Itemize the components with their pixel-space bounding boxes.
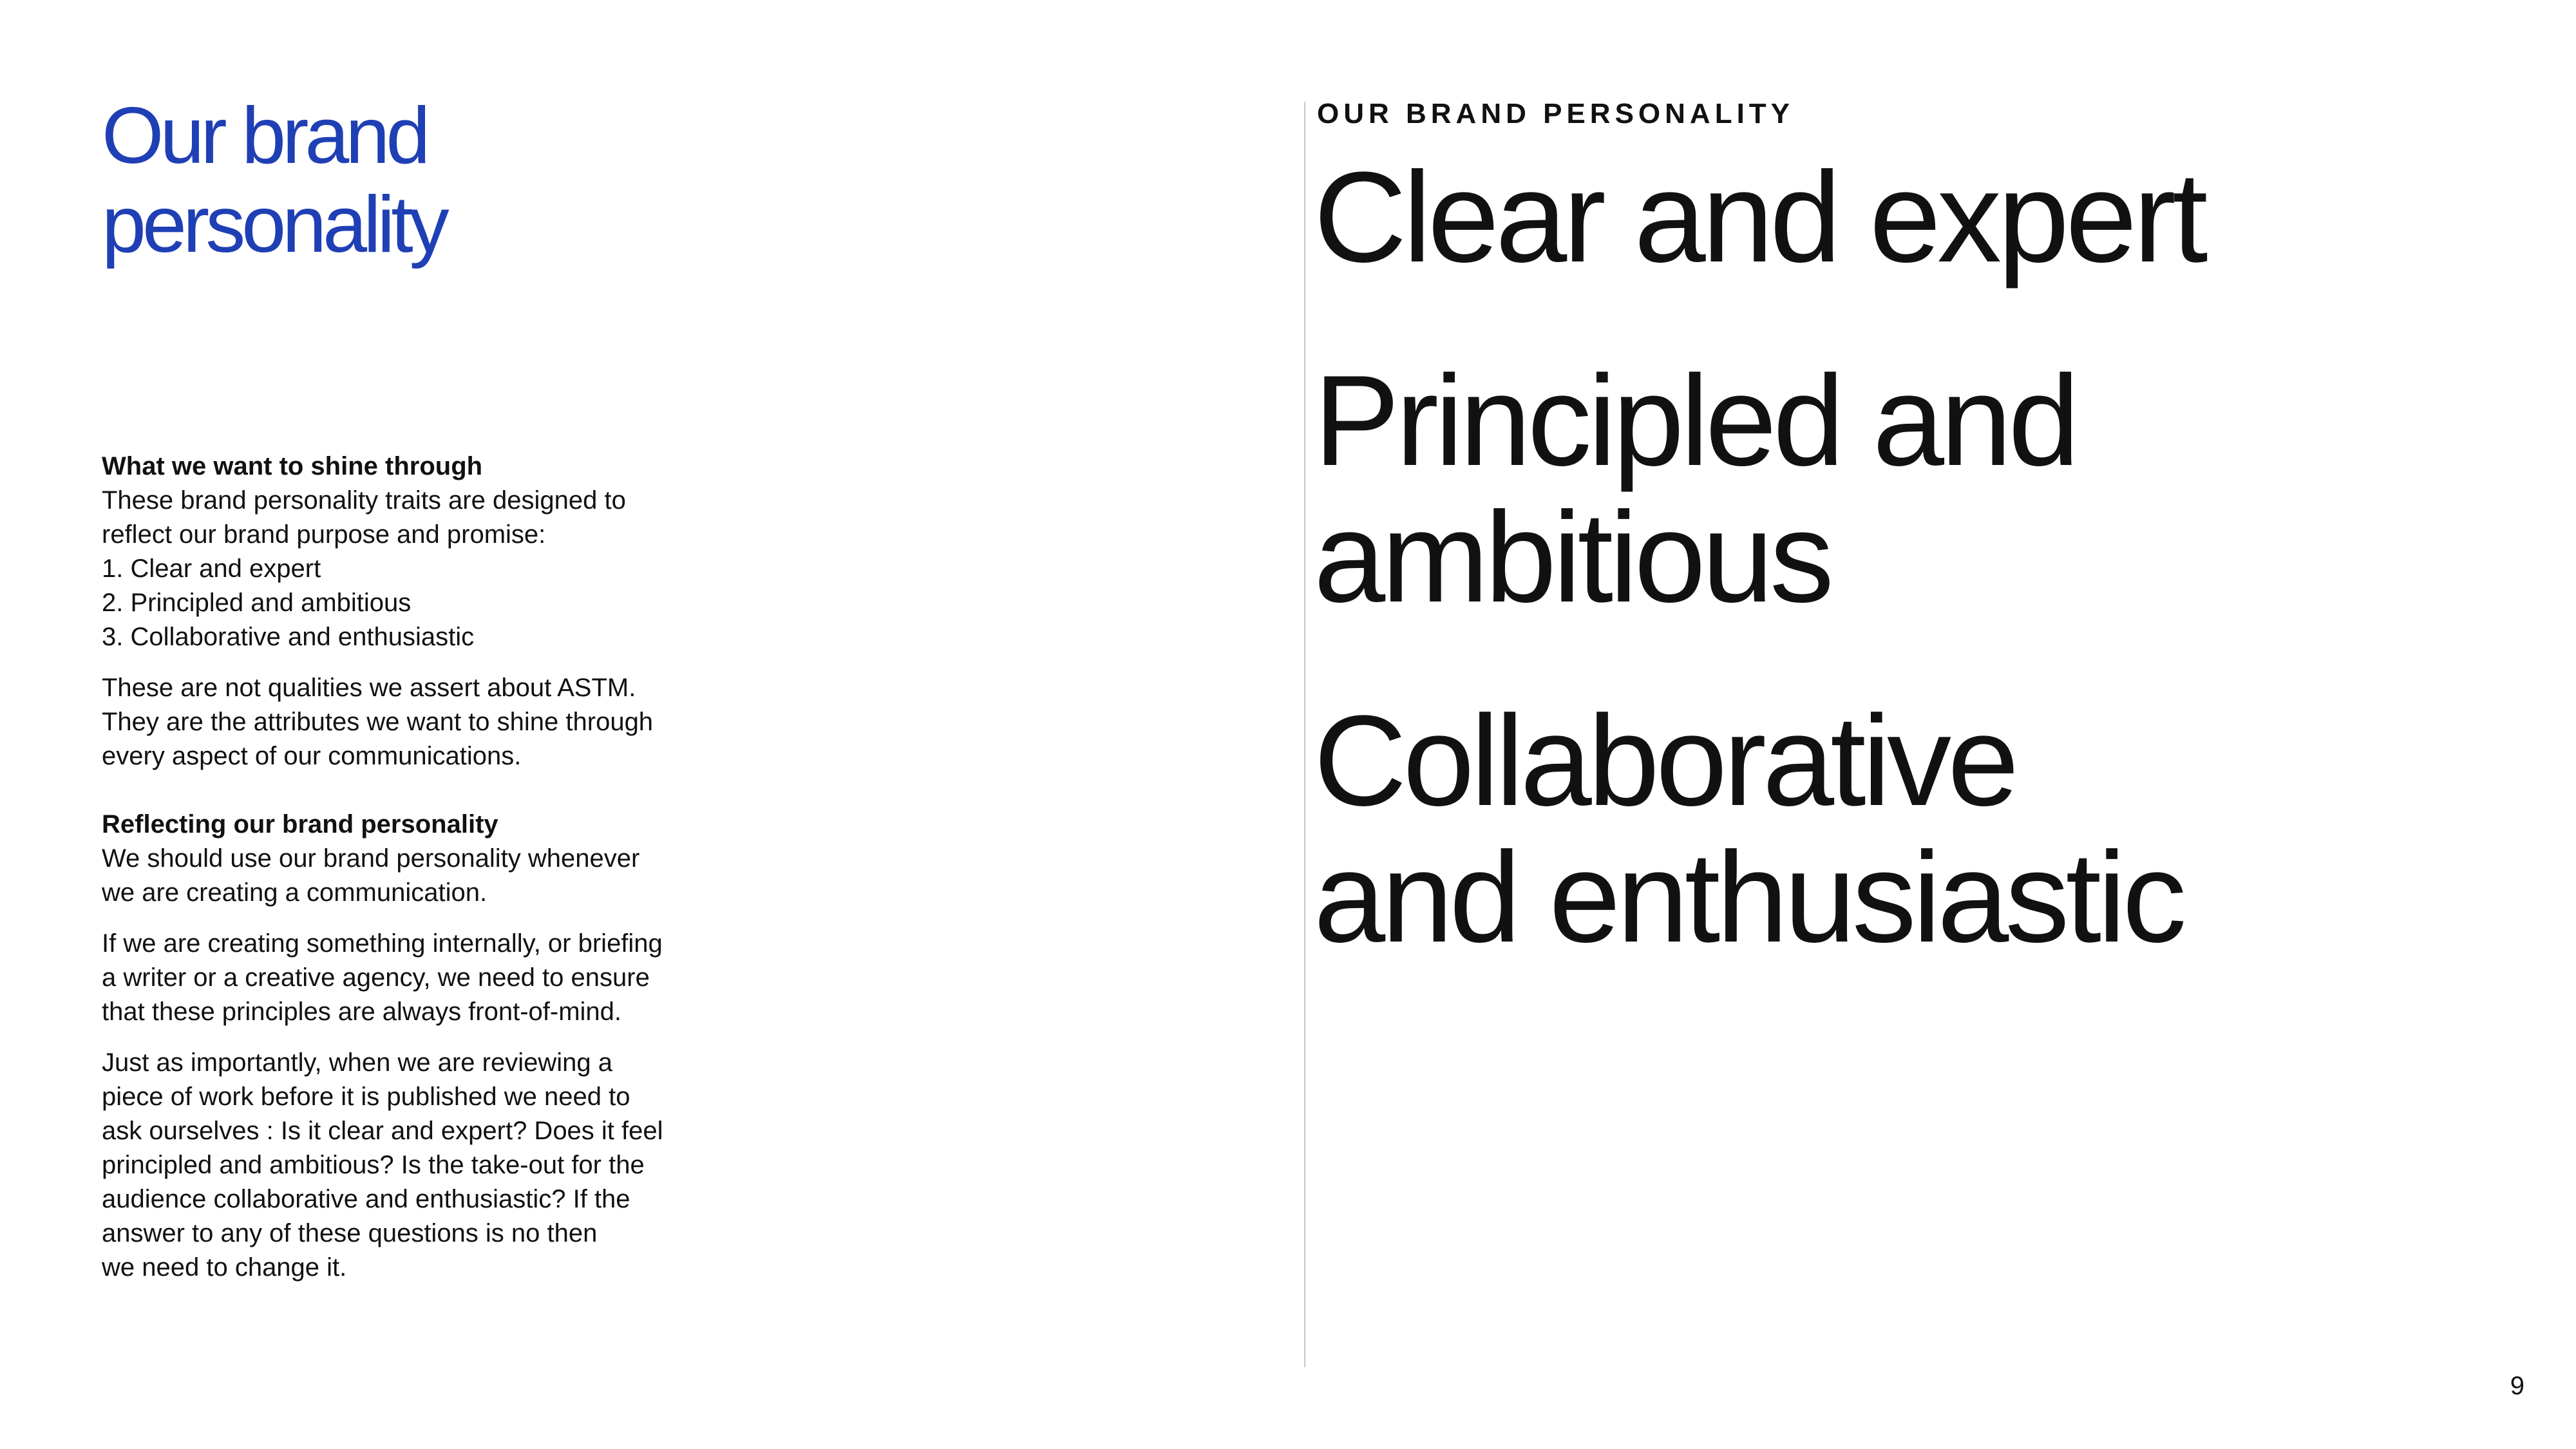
intro-line-2: reflect our brand purpose and promise: (102, 520, 546, 549)
paragraph-line: answer to any of these questions is no t… (102, 1219, 598, 1247)
paragraph-line: ask ourselves : Is it clear and expert? … (102, 1117, 663, 1145)
paragraph-line: They are the attributes we want to shine… (102, 708, 654, 736)
page-number: 9 (2510, 1372, 2524, 1400)
brand-traits: Clear and expert Principled and ambitiou… (1314, 149, 2537, 966)
paragraph-line: that these principles are always front-o… (102, 998, 622, 1026)
trait-line: Clear and expert (1314, 146, 2208, 289)
section-heading-shine-through: What we want to shine through (102, 452, 483, 480)
section-heading-reflecting: Reflecting our brand personality (102, 810, 498, 838)
page-title: Our brand personality (102, 91, 450, 269)
column-divider (1304, 102, 1305, 1367)
paragraph-line: a writer or a creative agency, we need t… (102, 963, 650, 992)
section-eyebrow: OUR BRAND PERSONALITY (1317, 98, 1795, 129)
paragraph-line: audience collaborative and enthusiastic?… (102, 1185, 630, 1213)
paragraph-use-personality: We should use our brand personality when… (102, 842, 701, 910)
paragraph-not-qualities: These are not qualities we assert about … (102, 671, 701, 773)
trait-line: Collaborative (1314, 689, 2019, 833)
paragraph-briefing: If we are creating something internally,… (102, 927, 701, 1029)
paragraph-line: principled and ambitious? Is the take-ou… (102, 1151, 645, 1179)
trait-clear-and-expert: Clear and expert (1314, 149, 2537, 286)
paragraph-reviewing: Just as importantly, when we are reviewi… (102, 1046, 701, 1285)
trait-list-item: 2. Principled and ambitious (102, 589, 412, 617)
trait-list-item: 3. Collaborative and enthusiastic (102, 623, 475, 651)
trait-line: and enthusiastic (1314, 826, 2186, 969)
trait-list-item: 1. Clear and expert (102, 554, 321, 583)
paragraph-line: we need to change it. (102, 1253, 347, 1282)
trait-principled-and-ambitious: Principled and ambitious (1314, 353, 2537, 626)
paragraph-line: These are not qualities we assert about … (102, 674, 636, 702)
paragraph-line: If we are creating something internally,… (102, 929, 663, 958)
trait-collaborative-and-enthusiastic: Collaborative and enthusiastic (1314, 693, 2537, 966)
paragraph-line: We should use our brand personality when… (102, 844, 640, 873)
intro-line-1: These brand personality traits are desig… (102, 486, 626, 515)
page-title-line-2: personality (102, 180, 450, 269)
page-title-line-1: Our brand (102, 91, 430, 180)
body-text-column: What we want to shine through These bran… (102, 450, 701, 1285)
trait-list: 1. Clear and expert 2. Principled and am… (102, 552, 701, 654)
paragraph-line: we are creating a communication. (102, 878, 488, 907)
trait-line: Principled and (1314, 349, 2079, 493)
paragraph-line: Just as importantly, when we are reviewi… (102, 1048, 612, 1077)
trait-line: ambitious (1314, 486, 1834, 629)
paragraph-line: piece of work before it is published we … (102, 1083, 630, 1111)
paragraph-line: every aspect of our communications. (102, 742, 522, 770)
